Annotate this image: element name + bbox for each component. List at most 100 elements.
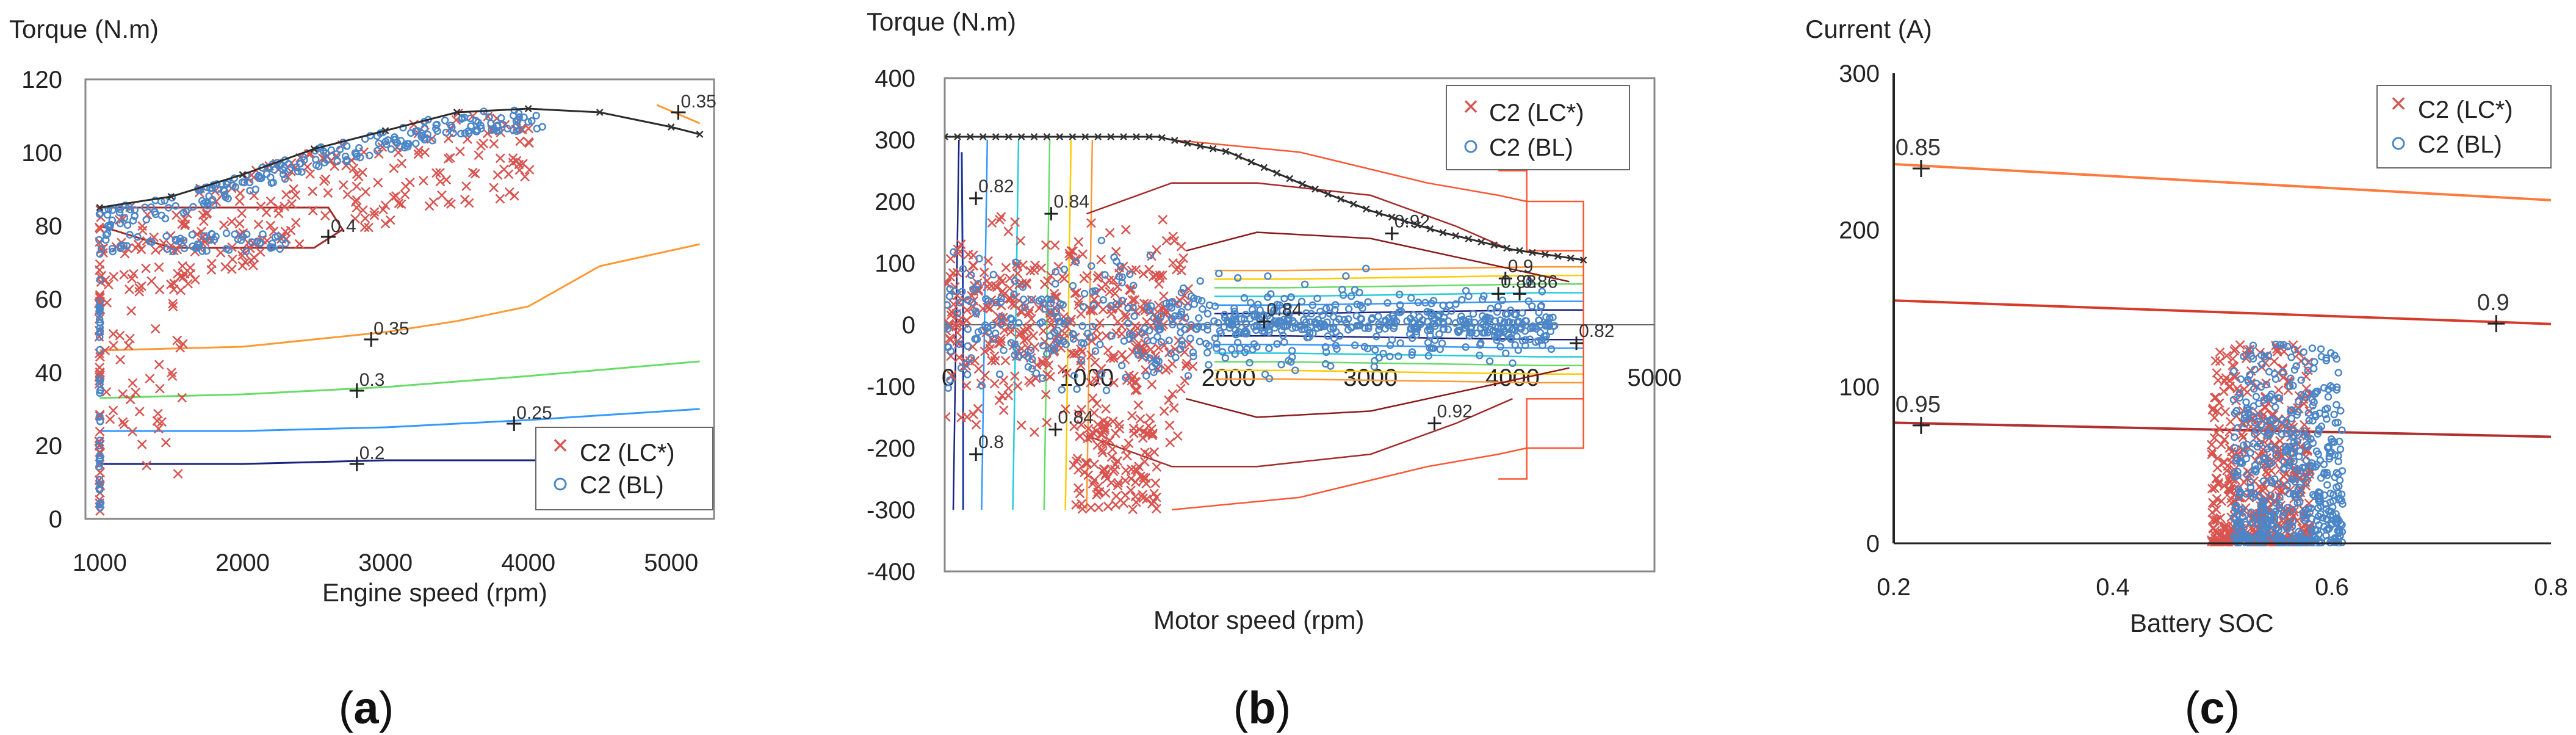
scatter-point-bl: [1187, 320, 1196, 329]
scatter-point-bl: [1032, 369, 1041, 377]
scatter-point-lc: [131, 387, 141, 397]
scatter-point-bl: [1537, 302, 1545, 310]
scatter-point-bl: [974, 328, 983, 336]
scatter-point-bl: [2267, 477, 2275, 485]
scatter-point-bl: [1237, 315, 1246, 323]
scatter-point-bl: [115, 208, 124, 217]
scatter-point-lc: [973, 404, 983, 414]
scatter-point-lc: [2222, 466, 2232, 476]
scatter-point-bl: [1214, 269, 1223, 278]
scatter-point-lc: [1005, 273, 1015, 283]
scatter-point-bl: [1407, 294, 1415, 302]
scatter-point-lc: [1135, 471, 1145, 482]
legend-label-lc: C2 (LC*): [2418, 96, 2513, 123]
scatter-point-bl: [1186, 335, 1194, 342]
scatter-point-bl: [2257, 420, 2266, 429]
scatter-point-bl: [1309, 329, 1317, 338]
scatter-point-bl: [2258, 360, 2266, 369]
scatter-point-bl: [1019, 295, 1028, 303]
scatter-point-lc: [2213, 375, 2223, 385]
scatter-point-lc: [1028, 331, 1038, 341]
scatter-point-bl: [1421, 299, 1429, 307]
svg-text:×: ×: [2390, 87, 2407, 119]
scatter-point-bl: [2298, 474, 2307, 483]
scatter-point-lc: [1078, 249, 1088, 259]
scatter-point-bl: [2309, 402, 2317, 410]
max-torque-marker: [1477, 238, 1485, 246]
scatter-series-bl: [95, 106, 546, 512]
scatter-point-lc: [178, 339, 188, 349]
scatter-point-bl: [2300, 431, 2308, 440]
scatter-point-bl: [1203, 321, 1211, 330]
scatter-point-lc: [1081, 457, 1091, 468]
scatter-point-bl: [1459, 316, 1467, 324]
scatter-point-bl: [1496, 316, 1504, 324]
scatter-point-lc: [151, 245, 161, 255]
scatter-point-bl: [510, 112, 518, 120]
scatter-point-bl: [96, 346, 104, 354]
scatter-point-bl: [123, 221, 132, 229]
scatter-point-bl: [1221, 311, 1228, 319]
scatter-point-bl: [2253, 443, 2261, 451]
scatter-point-bl: [298, 168, 306, 176]
scatter-point-lc: [150, 324, 161, 334]
scatter-point-bl: [2250, 430, 2259, 438]
scatter-point-bl: [384, 136, 392, 144]
max-torque-marker: [167, 193, 175, 200]
scatter-point-bl: [1041, 305, 1049, 313]
scatter-point-bl: [1424, 352, 1432, 360]
scatter-point-lc: [1158, 214, 1168, 225]
scatter-point-bl: [1189, 352, 1197, 361]
scatter-point-lc: [2209, 433, 2220, 443]
scatter-point-bl: [2259, 498, 2267, 507]
scatter-point-bl: [108, 244, 117, 253]
scatter-point-bl: [1130, 312, 1138, 320]
scatter-point-bl: [1184, 372, 1192, 380]
scatter-point-bl: [1408, 348, 1416, 356]
y-tick-label: 100: [875, 250, 915, 277]
scatter-point-bl: [242, 247, 250, 255]
scatter-point-lc: [166, 280, 176, 289]
scatter-point-bl: [1110, 253, 1118, 261]
scatter-point-bl: [2301, 358, 2309, 366]
scatter-point-bl: [97, 245, 106, 253]
scatter-point-bl: [1546, 327, 1555, 336]
contour-line: [1893, 299, 2551, 325]
scatter-point-lc: [137, 440, 147, 449]
scatter-point-bl: [2310, 364, 2318, 372]
max-torque-marker: [1337, 195, 1344, 203]
max-torque-marker: [992, 133, 1000, 140]
scatter-point-bl: [1351, 286, 1359, 294]
contour-label: 0.9: [1508, 256, 1534, 277]
scatter-point-bl: [96, 324, 104, 332]
scatter-point-bl: [1507, 306, 1515, 314]
scatter-point-lc: [2260, 483, 2270, 493]
scatter-point-lc: [2212, 427, 2221, 438]
scatter-point-bl: [442, 128, 450, 137]
scatter-point-bl: [1174, 300, 1183, 308]
scatter-point-bl: [262, 170, 271, 178]
scatter-point-bl: [1480, 292, 1488, 300]
scatter-point-bl: [1178, 341, 1186, 349]
scatter-point-lc: [954, 316, 964, 325]
scatter-point-bl: [1342, 272, 1350, 280]
scatter-point-bl: [1535, 316, 1543, 324]
scatter-point-bl: [1011, 340, 1019, 349]
max-torque-marker: [1413, 221, 1421, 229]
scatter-point-bl: [1012, 258, 1020, 267]
scatter-point-lc: [1164, 347, 1174, 358]
scatter-point-bl: [2314, 494, 2323, 503]
contour-label: 0.86: [1522, 272, 1557, 292]
scatter-point-bl: [2330, 410, 2338, 419]
scatter-point-lc: [190, 275, 200, 285]
contour-marker: [969, 447, 983, 461]
scatter-point-bl: [975, 255, 983, 262]
scatter-point-bl: [373, 147, 381, 155]
scatter-point-lc: [1106, 452, 1117, 462]
scatter-point-lc: [956, 239, 966, 250]
scatter-point-bl: [1507, 333, 1515, 342]
scatter-point-bl: [2304, 505, 2313, 513]
contour-line: [1214, 283, 1584, 289]
scatter-point-lc: [947, 371, 957, 381]
